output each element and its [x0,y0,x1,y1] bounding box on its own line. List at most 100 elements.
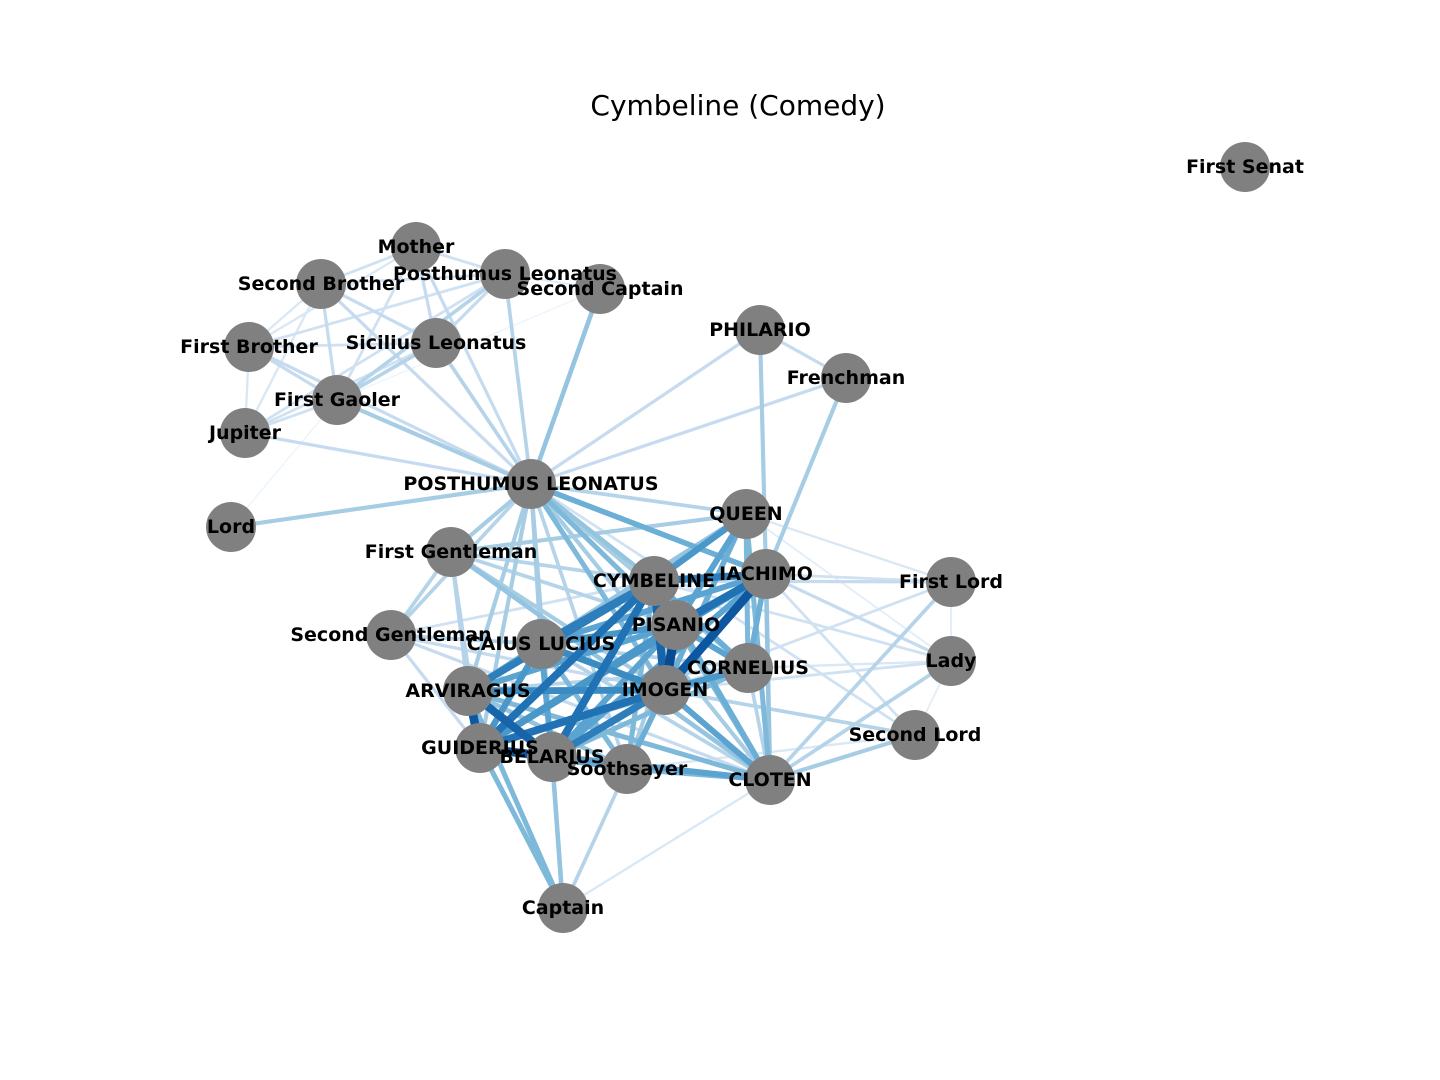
node-label-posthumus: POSTHUMUS LEONATUS [403,473,658,495]
node-lady [926,636,976,686]
edge-guiderius-captain [477,746,566,910]
edge-cymbeline-belarius [548,579,658,759]
node-label-cornelius: CORNELIUS [687,657,809,679]
node-label-first_gaoler: First Gaoler [274,389,401,411]
edge-posthumus-queen [530,482,747,516]
edge-first_lord-cloten [768,580,953,782]
edge-mother-first_gaoler [335,246,418,401]
node-posthumus_small [480,249,530,299]
node-second_brother [296,259,346,309]
node-label-iachimo: IACHIMO [719,563,813,585]
node-label-queen: QUEEN [709,503,782,525]
node-layer [206,142,1270,933]
node-jupiter [220,408,270,458]
node-first_gentleman [426,527,476,577]
label-layer: First Senat Mother Second BrotherPosthumus… [180,156,1304,919]
node-soothsayer [602,744,652,794]
edge-imogen-second_lord [664,688,916,737]
node-label-frenchman: Frenchman [787,367,905,389]
node-first_lord [926,557,976,607]
node-cloten [745,755,795,805]
edge-arviragus-cloten [467,688,771,783]
node-label-sicilius: Sicilius Leonatus [346,332,527,354]
node-label-jupiter: Jupiter [207,422,282,444]
node-label-caius_lucius: CAIUS LUCIUS [467,633,615,655]
node-label-first_senat: First Senat [1186,156,1304,178]
node-captain [538,883,588,933]
edge-jupiter-posthumus [244,431,532,486]
edge-queen-first_gentleman [450,511,747,555]
edge-first_gaoler-posthumus [336,398,532,486]
edge-lord-posthumus [230,481,532,530]
node-iachimo [741,549,791,599]
edge-philario-posthumus [530,328,761,486]
node-pisanio [651,600,701,650]
edge-second_captain-first_gaoler [336,288,601,401]
edge-layer [230,245,953,910]
edge-second_captain-posthumus [528,288,603,485]
node-second_captain [575,264,625,314]
node-label-captain: Captain [522,897,604,919]
edge-soothsayer-captain [561,768,629,909]
edge-frenchman-posthumus [530,376,847,486]
node-label-belarius: BELARIUS [499,746,604,768]
node-first_senat [1220,142,1270,192]
edge-lord-first_gaoler [230,399,338,528]
node-second_lord [890,710,940,760]
edge-iachimo-imogen [661,571,770,693]
node-frenchman [821,353,871,403]
node-label-cymbeline: CYMBELINE [593,570,715,592]
node-label-first_lord: First Lord [899,571,1003,593]
node-sicilius [411,318,461,368]
node-label-lord: Lord [207,516,255,538]
node-arviragus [443,666,493,716]
node-mother [391,222,441,272]
edge-posthumus_small-posthumus [503,273,533,485]
node-first_brother [224,322,274,372]
node-label-guiderius: GUIDERIUS [421,737,539,759]
edge-queen-first_lord [745,512,952,584]
edge-second_gentleman-cymbeline [390,579,655,637]
node-label-cloten: CLOTEN [728,769,811,791]
node-posthumus [506,459,556,509]
edge-belarius-captain [549,756,566,909]
node-label-mother: Mother [378,236,455,258]
edge-cloten-captain [562,779,771,909]
node-label-first_gentleman: First Gentleman [365,541,538,563]
node-cornelius [723,643,773,693]
node-label-philario: PHILARIO [709,319,811,341]
node-belarius [527,732,577,782]
edge-first_brother-posthumus [248,345,532,486]
node-guiderius [455,723,505,773]
node-label-imogen: IMOGEN [622,679,709,701]
node-label-lady: Lady [926,650,978,672]
node-imogen [640,665,690,715]
node-lord [206,502,256,552]
edge-frenchman-iachimo [764,377,848,575]
edge-first_gentleman-cymbeline [450,550,655,583]
node-label-pisanio: PISANIO [632,614,721,636]
node-label-second_gentleman: Second Gentleman [290,624,491,646]
edge-imogen-arviragus [467,686,666,695]
node-cymbeline [629,556,679,606]
node-philario [735,305,785,355]
edge-posthumus_small-first_brother [248,272,506,349]
edge-iachimo-second_lord [764,573,917,736]
edge-mother-posthumus [414,246,533,485]
node-label-second_captain: Second Captain [517,278,684,300]
edge-philario-iachimo [757,329,769,575]
edge-first_brother-sicilius [248,341,437,349]
edge-posthumus_small-jupiter [244,272,506,435]
edge-second_brother-posthumus [319,282,533,486]
edge-lady-cloten [768,659,953,782]
edge-second_gentleman-caius_lucius [390,633,542,646]
edge-iachimo-lady [765,572,952,663]
node-label-second_lord: Second Lord [849,724,982,746]
graph-title: Cymbeline (Comedy) [590,89,885,122]
node-label-second_brother: Second Brother [238,273,405,295]
edge-second_lord-cloten [769,733,916,782]
node-label-first_brother: First Brother [180,336,318,358]
edge-posthumus-cymbeline [529,482,656,583]
edge-sicilius-posthumus [434,341,533,486]
